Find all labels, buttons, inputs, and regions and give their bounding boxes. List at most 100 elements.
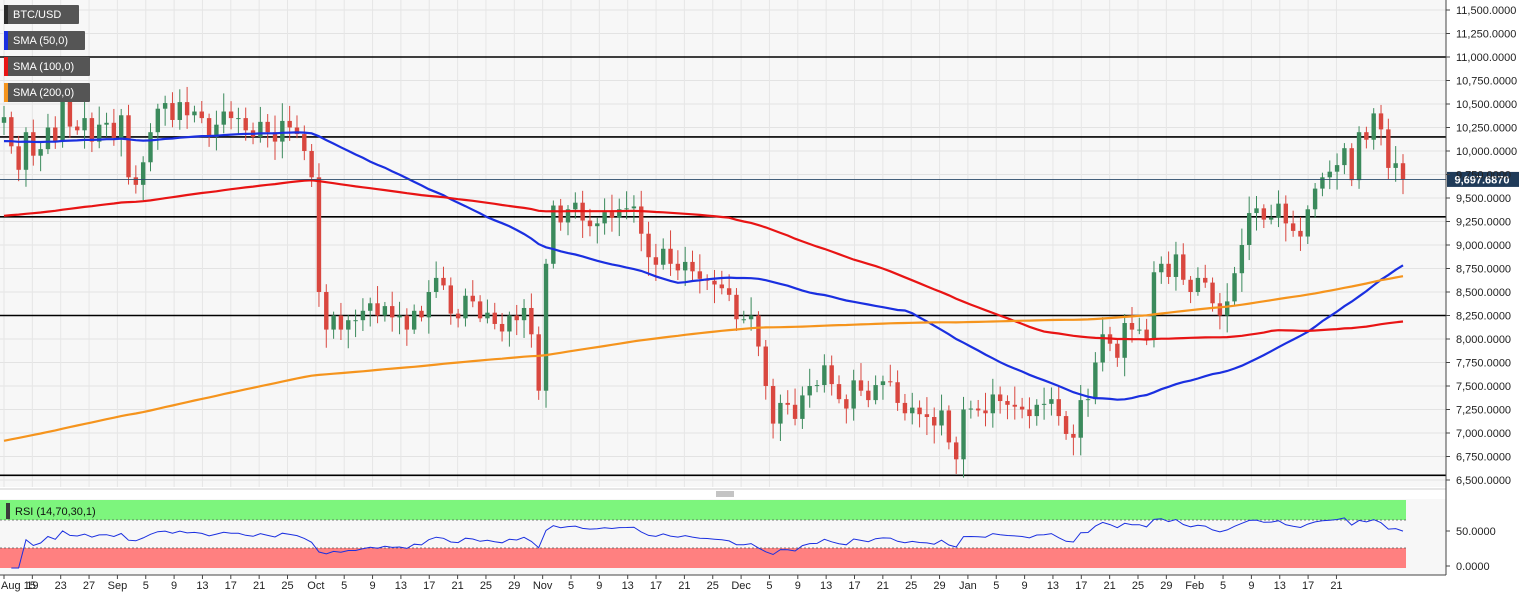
candle[interactable] <box>756 311 761 357</box>
candle[interactable] <box>16 135 21 182</box>
candle[interactable] <box>910 392 915 425</box>
candle[interactable] <box>1195 267 1201 296</box>
candle[interactable] <box>118 108 124 157</box>
candle[interactable] <box>140 156 146 201</box>
candle[interactable] <box>1012 386 1017 420</box>
candle[interactable] <box>975 399 981 417</box>
candle[interactable] <box>477 295 483 323</box>
candle[interactable] <box>184 86 190 129</box>
candle[interactable] <box>1181 243 1186 285</box>
candle[interactable] <box>382 301 388 322</box>
candle[interactable] <box>1122 314 1127 377</box>
candle[interactable] <box>961 396 966 478</box>
candle[interactable] <box>45 113 51 155</box>
candle[interactable] <box>543 258 549 408</box>
candle[interactable] <box>162 95 168 126</box>
candle[interactable] <box>990 378 996 428</box>
candle[interactable] <box>946 405 952 450</box>
candle[interactable] <box>1188 276 1193 304</box>
candle[interactable] <box>1268 204 1274 225</box>
candle[interactable] <box>844 394 849 424</box>
candle[interactable] <box>712 269 717 304</box>
candle[interactable] <box>1203 264 1208 288</box>
candle[interactable] <box>214 110 219 151</box>
candle[interactable] <box>785 390 790 415</box>
candle[interactable] <box>1246 196 1252 261</box>
candle[interactable] <box>1290 210 1296 237</box>
candle[interactable] <box>97 106 102 149</box>
candle[interactable] <box>726 274 732 302</box>
candle[interactable] <box>1364 126 1369 149</box>
sma-200-label[interactable]: SMA (200,0) <box>4 83 90 102</box>
candle[interactable] <box>1100 317 1105 372</box>
candle[interactable] <box>1371 108 1376 150</box>
candle[interactable] <box>763 339 768 400</box>
candle[interactable] <box>741 310 746 324</box>
candle[interactable] <box>1210 277 1215 312</box>
candle[interactable] <box>521 299 527 338</box>
candle[interactable] <box>1349 143 1354 187</box>
sma-50-label[interactable]: SMA (50,0) <box>4 31 85 50</box>
candle[interactable] <box>1173 241 1179 291</box>
candle[interactable] <box>661 238 666 270</box>
candle[interactable] <box>1027 397 1032 429</box>
candle[interactable] <box>433 261 439 298</box>
candle[interactable] <box>1320 172 1325 197</box>
candle[interactable] <box>419 305 424 322</box>
candle[interactable] <box>397 301 402 335</box>
candle[interactable] <box>653 243 659 281</box>
candle[interactable] <box>1298 216 1303 251</box>
candle[interactable] <box>1254 196 1259 231</box>
candle[interactable] <box>953 436 959 474</box>
candle[interactable] <box>1144 318 1149 346</box>
candle[interactable] <box>609 194 615 232</box>
candle[interactable] <box>1056 386 1061 426</box>
candle[interactable] <box>346 315 351 349</box>
candle[interactable] <box>104 112 109 137</box>
candle[interactable] <box>470 280 475 308</box>
candle[interactable] <box>331 311 336 339</box>
candle[interactable] <box>192 105 197 123</box>
candle[interactable] <box>1283 195 1289 242</box>
candle[interactable] <box>639 190 644 252</box>
candle[interactable] <box>1327 160 1332 190</box>
candle[interactable] <box>1034 399 1039 426</box>
candle[interactable] <box>1093 352 1098 405</box>
candle[interactable] <box>997 386 1003 414</box>
candle[interactable] <box>463 288 468 327</box>
candle[interactable] <box>880 375 886 400</box>
candle[interactable] <box>866 380 871 408</box>
candle[interactable] <box>690 250 695 282</box>
candle[interactable] <box>814 380 820 393</box>
candle[interactable] <box>558 198 563 231</box>
candle[interactable] <box>792 388 798 426</box>
candle[interactable] <box>272 115 278 160</box>
candle[interactable] <box>155 103 161 150</box>
candle[interactable] <box>1 106 7 135</box>
candle[interactable] <box>836 375 842 404</box>
candle[interactable] <box>631 195 637 223</box>
candle[interactable] <box>902 393 908 421</box>
candle[interactable] <box>1276 190 1281 228</box>
candle[interactable] <box>1071 424 1076 456</box>
candle[interactable] <box>1159 256 1164 284</box>
candle[interactable] <box>265 114 270 148</box>
candle[interactable] <box>1005 395 1010 420</box>
candle[interactable] <box>89 112 95 153</box>
candle[interactable] <box>1400 154 1406 195</box>
candle[interactable] <box>1041 387 1047 420</box>
candle[interactable] <box>228 101 234 130</box>
candle[interactable] <box>1386 118 1391 180</box>
candle[interactable] <box>697 254 703 294</box>
candle[interactable] <box>148 123 153 172</box>
candle[interactable] <box>851 369 856 421</box>
candle[interactable] <box>206 113 212 147</box>
candle[interactable] <box>38 141 43 172</box>
candle[interactable] <box>1217 293 1223 330</box>
candle[interactable] <box>507 311 512 347</box>
candle[interactable] <box>287 105 292 141</box>
candle[interactable] <box>258 106 263 143</box>
candle[interactable] <box>1342 143 1347 175</box>
candle[interactable] <box>807 368 812 408</box>
candle[interactable] <box>668 230 673 276</box>
